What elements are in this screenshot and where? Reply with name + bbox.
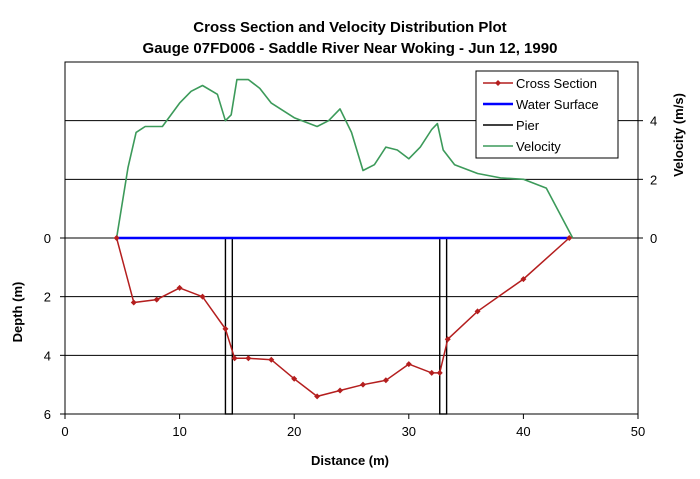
cross-section-point-2 xyxy=(153,296,160,303)
x-tick-label-4: 40 xyxy=(516,424,530,439)
x-tick-label-3: 30 xyxy=(402,424,416,439)
cross-section-point-3 xyxy=(176,284,183,291)
cross-section-point-16 xyxy=(436,369,443,376)
velocity-tick-label-2: 4 xyxy=(650,114,657,129)
cross-section-point-12 xyxy=(359,381,366,388)
cross-section-point-0 xyxy=(113,235,120,241)
right-axis-label: Velocity (m/s) xyxy=(671,93,686,177)
series-velocity-line xyxy=(115,78,574,239)
legend-label-pier: Pier xyxy=(516,118,540,133)
cross-section-point-11 xyxy=(337,387,344,394)
depth-tick-label-2: 4 xyxy=(44,348,51,363)
cross-section-point-7 xyxy=(245,355,252,362)
cross-section-point-15 xyxy=(428,369,435,376)
legend-box xyxy=(475,70,619,159)
depth-tick-label-0: 0 xyxy=(44,231,51,246)
x-axis-label: Distance (m) xyxy=(311,453,389,468)
depth-tick-label-1: 2 xyxy=(44,290,51,305)
cross-section-point-18 xyxy=(474,308,481,315)
cross-section-point-19 xyxy=(520,276,527,283)
left-axis: 0 2 4 6 xyxy=(44,231,65,422)
cross-section-point-14 xyxy=(405,361,412,368)
legend-marker-cross-section xyxy=(495,80,501,86)
x-tick-label-2: 20 xyxy=(287,424,301,439)
velocity-tick-label-0: 0 xyxy=(650,231,657,246)
cross-section-point-17 xyxy=(444,336,451,343)
cross-section-point-13 xyxy=(382,377,389,384)
x-axis: 0 10 20 30 40 50 xyxy=(61,414,645,439)
cross-section-point-5 xyxy=(222,325,229,332)
legend-label-water-surface: Water Surface xyxy=(516,97,599,112)
cross-section-point-10 xyxy=(314,393,321,400)
depth-tick-label-3: 6 xyxy=(44,407,51,422)
chart-subtitle: Gauge 07FD006 - Saddle River Near Woking… xyxy=(143,40,558,57)
cross-section-point-8 xyxy=(268,356,275,363)
right-axis: 0 2 4 xyxy=(638,114,657,246)
legend: Cross Section Water Surface Pier Velocit… xyxy=(475,70,619,159)
x-tick-label-5: 50 xyxy=(631,424,645,439)
cross-section-point-9 xyxy=(291,375,298,382)
legend-label-cross-section: Cross Section xyxy=(516,76,597,91)
cross-section-point-1 xyxy=(130,299,137,306)
cross-section-point-4 xyxy=(199,293,206,300)
left-axis-label: Depth (m) xyxy=(10,282,25,343)
legend-label-velocity: Velocity xyxy=(516,139,561,154)
velocity-tick-label-1: 2 xyxy=(650,172,657,187)
chart-title: Cross Section and Velocity Distribution … xyxy=(193,19,506,36)
cross-section-point-20 xyxy=(566,235,573,241)
cross-section-point-6 xyxy=(231,355,238,362)
x-tick-label-1: 10 xyxy=(172,424,186,439)
x-tick-label-0: 0 xyxy=(61,424,68,439)
